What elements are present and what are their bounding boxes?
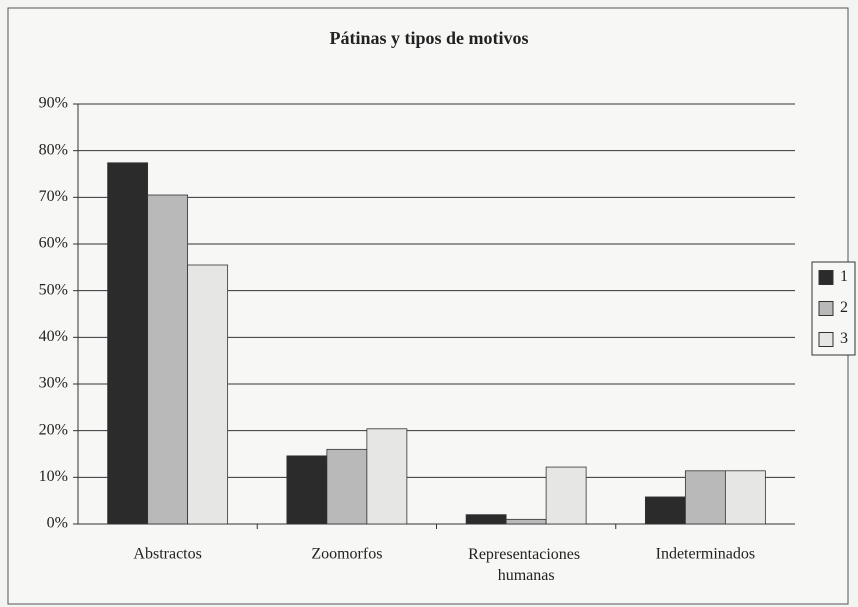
x-tick-label: Representaciones humanas <box>468 546 584 584</box>
bar <box>505 518 547 525</box>
y-tick-label: 40% <box>39 328 68 345</box>
bar <box>107 162 149 525</box>
legend-swatch <box>818 270 834 285</box>
x-tick-label: Abstractos <box>133 546 201 563</box>
y-tick-label: 70% <box>39 188 68 205</box>
chart-title: Pátinas y tipos de motivos <box>329 28 528 48</box>
x-tick-label: Indeterminados <box>656 546 756 563</box>
y-tick-label: 50% <box>39 281 68 298</box>
y-tick-label: 60% <box>39 235 68 252</box>
y-tick-label: 80% <box>39 141 68 158</box>
bar <box>545 466 587 525</box>
legend-swatch <box>818 301 834 316</box>
legend-label: 3 <box>840 330 848 347</box>
bar <box>465 514 507 525</box>
bar <box>644 496 686 525</box>
bar <box>187 264 229 525</box>
y-tick-label: 0% <box>47 515 68 532</box>
bar <box>366 428 408 525</box>
bar <box>724 470 766 525</box>
bar <box>147 194 189 525</box>
bar <box>326 448 368 525</box>
y-tick-label: 10% <box>39 468 68 485</box>
bar <box>684 470 726 525</box>
x-tick-label: Zoomorfos <box>311 546 382 563</box>
y-tick-label: 20% <box>39 421 68 438</box>
y-tick-label: 30% <box>39 375 68 392</box>
y-tick-label: 90% <box>39 95 68 112</box>
bar <box>286 455 328 525</box>
legend-label: 1 <box>840 268 848 285</box>
legend-label: 2 <box>840 299 848 316</box>
legend-swatch <box>818 332 834 347</box>
